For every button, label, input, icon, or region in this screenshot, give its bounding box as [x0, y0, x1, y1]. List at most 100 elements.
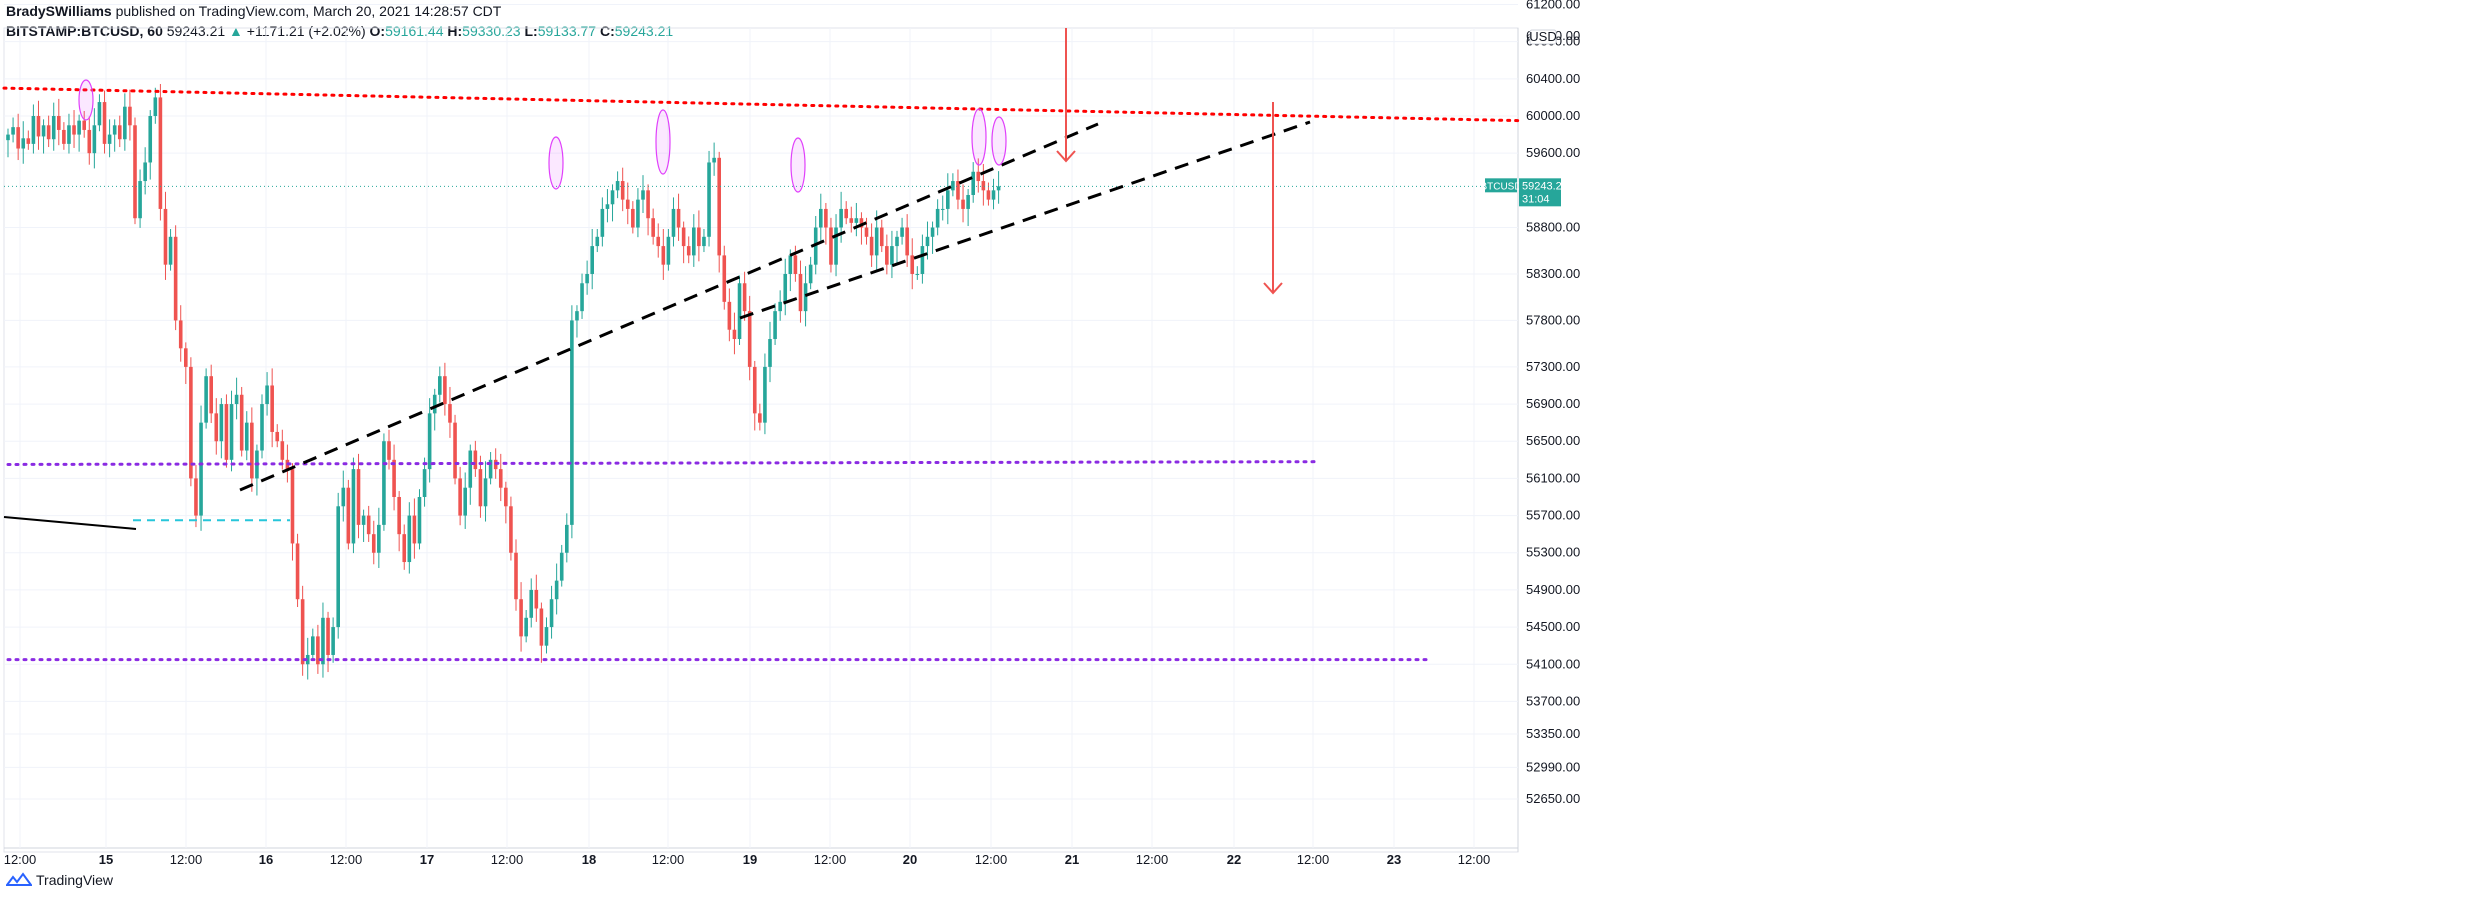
candle-body — [422, 469, 427, 497]
candle-body — [559, 552, 564, 581]
candles — [6, 84, 1001, 680]
candle-body — [189, 366, 193, 479]
price-badge-countdown: 31:04 — [1522, 193, 1550, 205]
candle-body — [209, 376, 213, 414]
candle-body — [356, 469, 361, 525]
candle-body — [184, 348, 188, 367]
candle-body — [97, 102, 102, 126]
drawings — [2, 28, 1522, 662]
candle-body — [483, 478, 488, 507]
candle-body — [575, 311, 579, 321]
candle-body — [935, 208, 940, 228]
y-tick-label: 60000.00 — [1526, 108, 1580, 123]
candle-body — [448, 404, 452, 423]
candle-body — [453, 422, 457, 479]
candle-body — [128, 106, 132, 126]
candle-body — [829, 227, 833, 265]
x-tick-label: 12:00 — [975, 852, 1008, 867]
candle-body — [153, 97, 158, 116]
x-tick-label: 12:00 — [4, 852, 37, 867]
candle-body — [351, 469, 356, 544]
candle-body — [676, 208, 681, 228]
y-tick-label: 54100.00 — [1526, 656, 1580, 671]
candle-body — [31, 116, 36, 144]
author-name[interactable]: BradySWilliams — [6, 3, 112, 19]
symbol-badge-box — [1485, 178, 1517, 193]
candle-body — [717, 157, 721, 256]
candle-body — [382, 441, 386, 525]
y-tick-label: 57300.00 — [1526, 359, 1580, 374]
candle-body — [768, 339, 772, 367]
candle-body — [885, 246, 889, 265]
candle-body — [300, 599, 305, 665]
candle-body — [524, 617, 528, 637]
y-tick-label: 53350.00 — [1526, 726, 1580, 741]
publish-line: BradySWilliams published on TradingView.… — [6, 2, 673, 20]
symbol-badge-text: BTCUSD — [1480, 181, 1521, 192]
candle-body — [864, 227, 869, 237]
candle-body — [133, 125, 137, 219]
candle-body — [966, 194, 970, 209]
candle-body — [168, 236, 173, 265]
candle-body — [951, 181, 955, 191]
candle-body — [981, 181, 986, 191]
candle-body — [971, 171, 975, 195]
candle-body — [793, 255, 798, 274]
candle-body — [199, 422, 203, 516]
highlight-ellipse — [78, 79, 94, 121]
candle-body — [554, 580, 559, 600]
candle-body — [26, 138, 31, 144]
candle-body — [270, 385, 274, 432]
x-tick-label: 23 — [1387, 852, 1401, 867]
candle-body — [123, 106, 127, 140]
candle-body — [758, 413, 762, 423]
y-tick-label: 56500.00 — [1526, 433, 1580, 448]
candle-body — [539, 608, 544, 646]
tradingview-logo-icon[interactable] — [6, 872, 32, 888]
x-tick-label: 12:00 — [814, 852, 847, 867]
candle-body — [77, 120, 81, 135]
change-value: +1171.21 (+2.02%) — [246, 23, 366, 39]
candle-body — [707, 162, 711, 237]
candle-body — [6, 134, 10, 141]
candle-body — [468, 450, 473, 488]
candle-body — [834, 227, 838, 265]
candle-body — [514, 552, 518, 600]
x-tick-label: 12:00 — [330, 852, 363, 867]
candle-body — [681, 227, 686, 247]
brand-name[interactable]: TradingView — [36, 872, 114, 888]
open-value: 59161.44 — [385, 23, 444, 39]
last-price: 59243.21 — [166, 23, 226, 39]
candle-body — [280, 441, 285, 460]
candle-body — [727, 301, 732, 330]
y-tick-label: 55300.00 — [1526, 545, 1580, 560]
candle-body — [529, 589, 534, 618]
y-tick-label: 58300.00 — [1526, 266, 1580, 281]
y-tick-label: 52650.00 — [1526, 791, 1580, 806]
candle-body — [595, 236, 600, 247]
y-tick-label: 57800.00 — [1526, 312, 1580, 327]
candle-body — [346, 487, 351, 544]
candle-body — [946, 190, 950, 209]
x-tick-label: 21 — [1065, 852, 1079, 867]
candle-body — [224, 404, 229, 460]
candle-body — [646, 190, 650, 219]
trendline-2 — [739, 120, 1311, 320]
candle-body — [651, 218, 655, 237]
y-tick-label: 59600.00 — [1526, 145, 1580, 160]
candle-body — [732, 329, 737, 340]
candle-body — [849, 218, 854, 223]
y-tick-label: 56900.00 — [1526, 396, 1580, 411]
candle-body — [331, 627, 335, 655]
candle-body — [940, 208, 945, 210]
candle-body — [478, 469, 483, 507]
candle-body — [813, 227, 818, 265]
y-tick-label: 53700.00 — [1526, 693, 1580, 708]
candle-body — [62, 129, 66, 144]
candle-body — [666, 236, 671, 265]
symbol-label[interactable]: BITSTAMP:BTCUSD, 60 — [6, 23, 163, 39]
y-tick-label: 54900.00 — [1526, 582, 1580, 597]
candle-body — [722, 255, 727, 302]
candle-body — [138, 181, 142, 219]
